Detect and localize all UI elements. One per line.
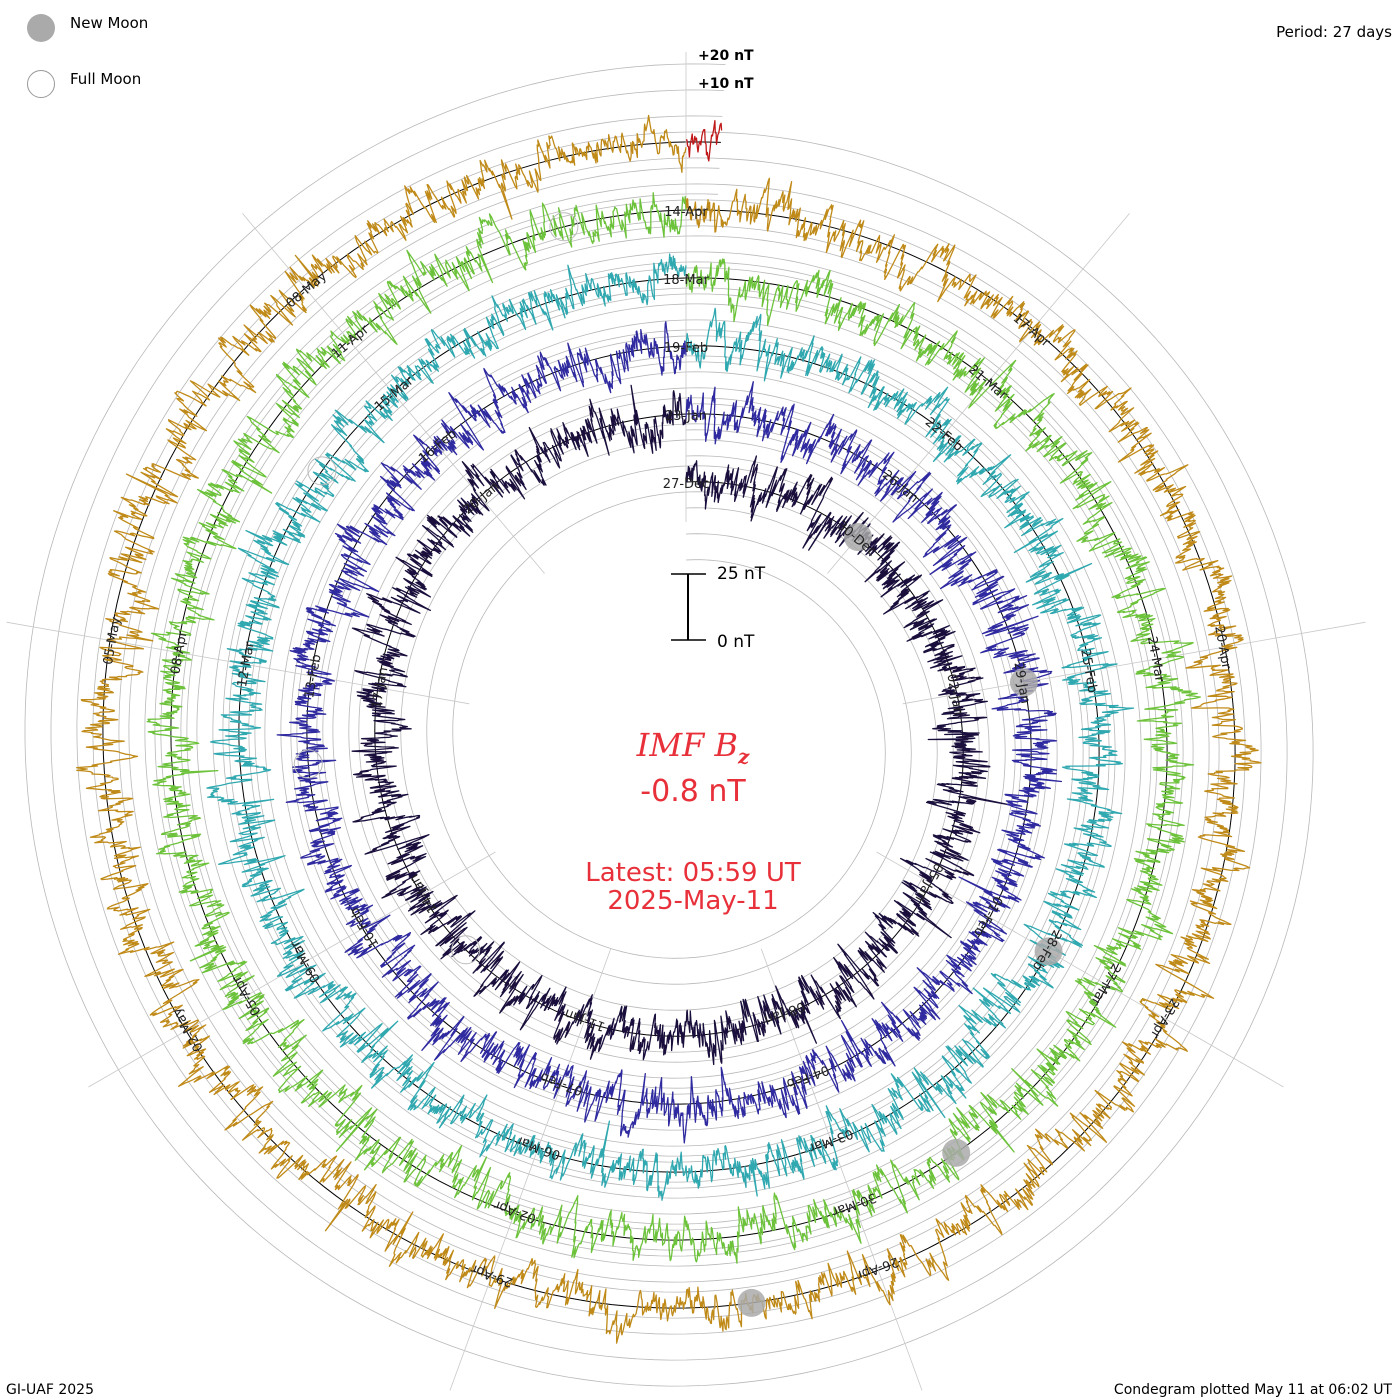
- guide-spiral-1: [154, 193, 1184, 1257]
- baseline-spiral: [102, 141, 1236, 1309]
- guide-spiral-3: [76, 115, 1262, 1335]
- tick-label-0-8: 20-Jan: [461, 479, 503, 517]
- tick-label-0-0: 27-Dec: [663, 477, 709, 492]
- spoke-4: [760, 948, 923, 1391]
- tick-label-0-7: 17-Jan: [369, 666, 391, 710]
- spoke-2: [902, 621, 1366, 705]
- tick-label-3-0: 18-Mar: [663, 273, 709, 288]
- parameter-name: IMF B: [636, 726, 738, 764]
- series-ring-2: [206, 253, 1135, 1201]
- new-moon-marker-2: [1034, 937, 1063, 966]
- new-moon-marker-3: [942, 1138, 971, 1167]
- spoke-8: [242, 213, 545, 574]
- tick-label-1-4: 04-Feb: [784, 1062, 831, 1091]
- tick-label-4-2: 20-Apr: [1211, 625, 1233, 671]
- baseline-label-10: +10 nT: [698, 76, 754, 92]
- new-moon-marker-1: [1009, 668, 1038, 697]
- new-moon-marker-0: [843, 523, 872, 552]
- guide-spiral-0: [180, 219, 1158, 1231]
- tick-label-0-4: 08-Jan: [762, 998, 807, 1026]
- bz-series: [76, 114, 1262, 1344]
- spoke-3: [876, 851, 1284, 1088]
- moon-markers: [293, 212, 1063, 1317]
- tick-label-4-6: 02-May: [169, 1005, 206, 1054]
- tick-label-1-0: 23-Jan: [665, 409, 707, 424]
- series-ring-0: [351, 384, 1011, 1066]
- scale-bar: [671, 573, 706, 641]
- new-moon-legend-icon: [27, 14, 55, 42]
- baseline-label-20: +20 nT: [698, 48, 754, 64]
- footer-plotted: Condegram plotted May 11 at 06:02 UT: [1113, 1382, 1392, 1398]
- footer-credit: GI-UAF 2025: [6, 1382, 94, 1398]
- scale-top-label: 25 nT: [717, 564, 766, 584]
- full-moon-marker-0: [451, 935, 481, 965]
- latest-value: -0.8 nT: [640, 774, 746, 809]
- tick-label-2-5: 06-Mar: [514, 1132, 563, 1162]
- tick-label-4-8: 08-May: [284, 269, 331, 312]
- full-moon-legend-icon: [27, 70, 55, 98]
- series-ring-3: [146, 192, 1201, 1264]
- parameter-subscript: z: [737, 744, 750, 769]
- scale-bottom-label: 0 nT: [717, 632, 755, 652]
- guide-spiral-4: [50, 89, 1288, 1361]
- parameter-title: IMF Bz: [0, 726, 1386, 768]
- tick-label-4-7: 05-May: [101, 616, 124, 666]
- new-moon-legend-label: New Moon: [70, 14, 149, 32]
- tick-label-4-1: 17-Apr: [1010, 311, 1053, 351]
- tick-label-0-2: 02-Jan: [943, 673, 965, 717]
- ring-guides: [24, 63, 1314, 1387]
- full-moon-legend-label: Full Moon: [70, 70, 142, 88]
- latest-time: Latest: 05:59 UT: [585, 858, 801, 888]
- full-moon-marker-3: [549, 212, 579, 242]
- tick-label-1-2: 29-Jan: [1010, 661, 1032, 705]
- guide-spiral-2: [128, 167, 1210, 1283]
- series-ring-4: [76, 114, 1262, 1344]
- series-ring-1: [276, 321, 1063, 1144]
- tick-label-1-5: 07-Feb: [538, 1069, 585, 1098]
- full-moon-marker-1: [293, 749, 323, 779]
- tick-label-2-0: 19-Feb: [664, 341, 708, 356]
- full-moon-marker-2: [307, 456, 337, 486]
- tick-label-4-0: 14-Apr: [664, 205, 708, 220]
- spoke-5: [449, 948, 612, 1391]
- series-ring-5: [685, 119, 723, 162]
- guide-spiral-5: [24, 63, 1314, 1387]
- latest-date: 2025-May-11: [607, 886, 779, 916]
- spoke-6: [88, 851, 496, 1088]
- new-moon-marker-4: [737, 1288, 766, 1317]
- period-label: Period: 27 days: [1276, 23, 1392, 41]
